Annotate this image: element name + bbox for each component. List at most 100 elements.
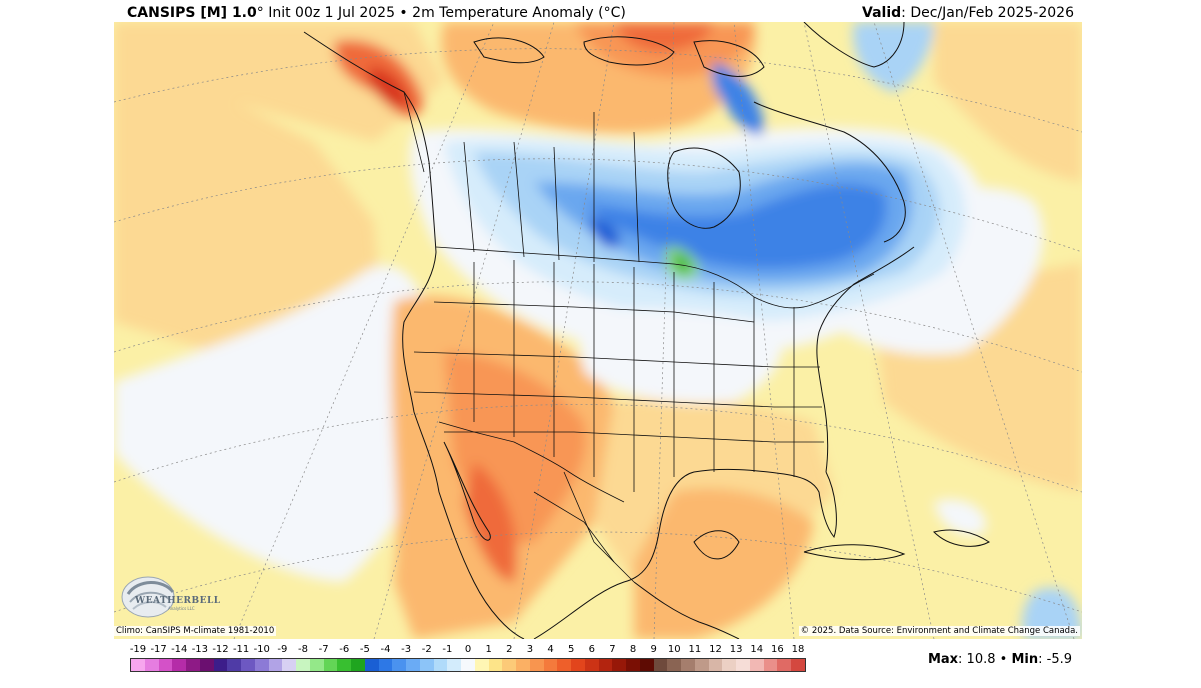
legend-swatch: [502, 659, 516, 671]
legend-swatch: [351, 659, 365, 671]
legend-tick-label: -17: [150, 644, 167, 655]
legend-tick-label: 10: [667, 644, 681, 655]
legend-swatch: [309, 659, 324, 671]
legend-swatch: [433, 659, 448, 671]
legend-tick-label: 8: [629, 644, 637, 655]
legend-tick-label: 13: [729, 644, 743, 655]
legend-swatch: [612, 659, 626, 671]
legend-tick-label: -12: [212, 644, 229, 655]
copyright-note: © 2025. Data Source: Environment and Cli…: [798, 626, 1080, 636]
legend-tick-label: -7: [318, 644, 329, 655]
legend-swatch: [419, 659, 434, 671]
legend-tick-label: 7: [609, 644, 616, 655]
legend-swatch: [584, 659, 599, 671]
legend-tick-label: 5: [567, 644, 575, 655]
anomaly-fields: [114, 22, 1082, 639]
legend-swatch: [447, 659, 461, 671]
max-min-stats: Max: 10.8 • Min: -5.9: [928, 652, 1072, 667]
legend-swatch: [296, 659, 310, 671]
legend-swatch: [213, 659, 228, 671]
map-svg: [114, 22, 1082, 639]
legend-swatch: [777, 659, 791, 671]
legend-swatch: [282, 659, 296, 671]
stats-separator: •: [995, 652, 1012, 667]
weatherbell-logo: [121, 576, 175, 618]
legend-swatch: [791, 659, 805, 671]
legend-swatch: [474, 659, 489, 671]
legend-colorbar: [130, 658, 806, 672]
legend-swatch: [571, 659, 585, 671]
valid-period: Valid: Dec/Jan/Feb 2025-2026: [862, 5, 1074, 21]
valid-label: Valid: [862, 5, 902, 21]
borders: [403, 91, 875, 583]
legend-tick-label: -14: [171, 644, 188, 655]
legend-swatch: [364, 659, 379, 671]
legend-swatch: [268, 659, 283, 671]
legend-tick-label: -13: [191, 644, 209, 655]
legend-tick-label: 16: [771, 644, 784, 655]
model-name: CANSIPS [M] 1.0: [127, 5, 257, 21]
legend-swatch: [736, 659, 750, 671]
legend-swatch: [172, 659, 186, 671]
legend-swatch: [406, 659, 420, 671]
legend-swatch: [653, 659, 668, 671]
legend-swatch: [557, 659, 571, 671]
valid-value: : Dec/Jan/Feb 2025-2026: [901, 5, 1074, 21]
legend-swatch: [639, 659, 654, 671]
legend-tick-label: -8: [298, 644, 308, 655]
legend-tick-label: -6: [339, 644, 350, 655]
legend-tick-label: 12: [709, 644, 722, 655]
legend-tick-label: 18: [791, 644, 805, 655]
legend-tick-label: -4: [380, 644, 391, 655]
legend-swatch: [694, 659, 709, 671]
legend-swatch: [227, 659, 241, 671]
min-label: Min: [1011, 652, 1039, 667]
legend-swatch: [144, 659, 159, 671]
legend-swatch: [241, 659, 255, 671]
logo-subtext: Analytics LLC: [168, 606, 195, 611]
legend-tick-label: 2: [506, 644, 513, 655]
legend-swatch: [749, 659, 764, 671]
legend-tick-label: 11: [688, 644, 702, 655]
field-name: 2m Temperature Anomaly (°C): [412, 5, 626, 21]
legend-tick-label: -2: [421, 644, 432, 655]
legend-tick-label: -9: [277, 644, 288, 655]
legend-swatch: [378, 659, 393, 671]
legend-swatch: [392, 659, 406, 671]
max-label: Max: [927, 652, 959, 667]
legend-swatch: [323, 659, 338, 671]
legend-swatch: [763, 659, 778, 671]
legend-tick-label: 3: [526, 644, 534, 655]
degree-sign: °: [256, 5, 264, 21]
legend-tick-label: 6: [588, 644, 595, 655]
legend-tick-label: 4: [547, 644, 554, 655]
legend-swatch: [667, 659, 681, 671]
legend-tick-label: 14: [750, 644, 764, 655]
anomaly-map: [114, 22, 1082, 639]
min-value: : -5.9: [1038, 652, 1072, 667]
legend-swatch: [543, 659, 558, 671]
legend-swatch: [598, 659, 613, 671]
legend-swatch: [254, 659, 269, 671]
legend-tick-label: 9: [650, 644, 657, 655]
legend-swatch: [722, 659, 736, 671]
legend-swatch: [158, 659, 173, 671]
init-time: Init 00z 1 Jul 2025: [263, 5, 395, 21]
max-value: : 10.8: [958, 652, 996, 667]
legend-tick-label: 1: [485, 644, 492, 655]
legend-tick-label: -10: [253, 644, 270, 655]
legend-swatch: [186, 659, 200, 671]
coastlines: [303, 22, 990, 639]
map-title: CANSIPS [M] 1.0° Init 00z 1 Jul 2025 • 2…: [127, 5, 626, 21]
legend-swatch: [131, 659, 145, 671]
legend-swatch: [681, 659, 695, 671]
legend-swatch: [488, 659, 503, 671]
legend-swatch: [461, 659, 475, 671]
legend-tick-label: -5: [359, 644, 370, 655]
legend-swatch: [199, 659, 214, 671]
legend-tick-label: 0: [464, 644, 472, 655]
legend-swatch: [337, 659, 351, 671]
legend-tick-label: -3: [401, 644, 412, 655]
title-bullet: •: [394, 5, 413, 21]
climo-note: Climo: CanSIPS M-climate 1981-2010: [114, 626, 277, 636]
